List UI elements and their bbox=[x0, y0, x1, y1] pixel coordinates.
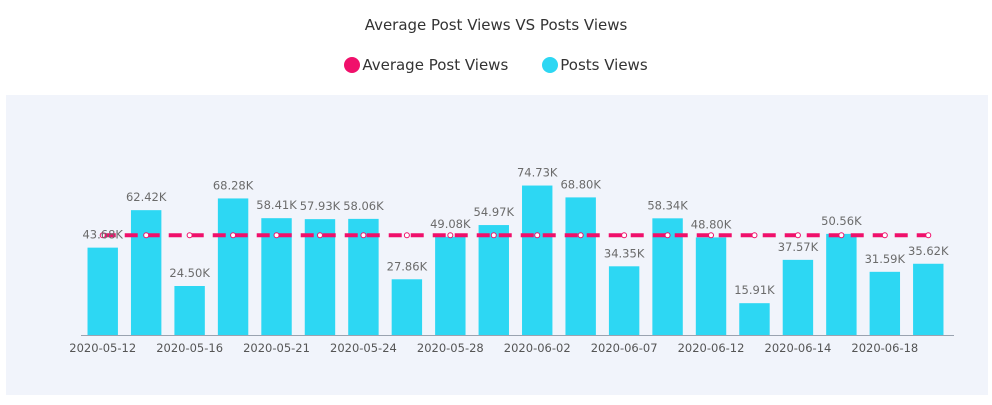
x-tick-label-1: 2020-05-12 bbox=[69, 341, 136, 355]
bar-label-5: 58.41K bbox=[256, 198, 297, 212]
bar-label-6: 57.93K bbox=[300, 199, 341, 213]
legend-item-average-post-views[interactable]: Average Post Views bbox=[344, 56, 508, 74]
average-point-13 bbox=[621, 232, 628, 239]
bar-20 bbox=[913, 263, 944, 335]
bar-10 bbox=[478, 225, 509, 335]
bar-6 bbox=[304, 219, 336, 335]
average-point-1 bbox=[99, 232, 106, 239]
bar-11 bbox=[522, 185, 553, 335]
average-point-15 bbox=[708, 232, 715, 239]
bar-label-17: 37.57K bbox=[778, 240, 819, 254]
average-point-20 bbox=[925, 232, 932, 239]
bar-label-9: 49.08K bbox=[430, 217, 471, 231]
bar-label-11: 74.73K bbox=[517, 166, 558, 180]
average-point-17 bbox=[794, 232, 801, 239]
bar-label-2: 62.42K bbox=[126, 190, 167, 204]
bar-8 bbox=[391, 279, 423, 335]
x-tick-label-10: 2020-06-18 bbox=[851, 341, 918, 355]
x-tick-label-5: 2020-05-28 bbox=[417, 341, 484, 355]
average-point-5 bbox=[273, 232, 280, 239]
average-point-2 bbox=[143, 232, 150, 239]
bar-label-15: 48.80K bbox=[691, 217, 732, 231]
average-point-16 bbox=[751, 232, 758, 239]
bar-label-8: 27.86K bbox=[387, 259, 428, 273]
bar-15 bbox=[695, 237, 727, 335]
bar-label-16: 15.91K bbox=[734, 283, 775, 297]
bar-label-7: 58.06K bbox=[343, 199, 384, 213]
bar-1 bbox=[87, 247, 118, 335]
bar-9 bbox=[435, 236, 466, 335]
chart-title: Average Post Views VS Posts Views bbox=[364, 16, 628, 34]
bar-label-19: 31.59K bbox=[865, 252, 906, 266]
x-tick-label-4: 2020-05-24 bbox=[330, 341, 397, 355]
x-tick-label-7: 2020-06-07 bbox=[591, 341, 658, 355]
average-point-9 bbox=[447, 232, 454, 239]
average-point-10 bbox=[490, 232, 497, 239]
bar-2 bbox=[130, 210, 162, 335]
x-tick-label-2: 2020-05-16 bbox=[156, 341, 223, 355]
x-tick-label-6: 2020-06-02 bbox=[504, 341, 571, 355]
bar-label-20: 35.62K bbox=[908, 244, 949, 258]
legend-label-posts-views: Posts Views bbox=[560, 56, 648, 74]
bar-label-14: 58.34K bbox=[647, 198, 688, 212]
bar-label-1: 43.68K bbox=[82, 228, 123, 242]
average-point-11 bbox=[534, 232, 541, 239]
average-point-7 bbox=[360, 232, 367, 239]
bar-4 bbox=[217, 198, 249, 335]
bar-12 bbox=[565, 197, 596, 335]
average-point-6 bbox=[316, 232, 323, 239]
x-tick-label-8: 2020-06-12 bbox=[678, 341, 745, 355]
bar-label-12: 68.80K bbox=[560, 177, 601, 191]
bar-16 bbox=[739, 303, 770, 335]
average-point-8 bbox=[403, 232, 410, 239]
average-point-3 bbox=[186, 232, 193, 239]
bar-label-3: 24.50K bbox=[169, 266, 210, 280]
x-tick-label-3: 2020-05-21 bbox=[243, 341, 310, 355]
legend-item-posts-views[interactable]: Posts Views bbox=[542, 56, 648, 74]
average-point-14 bbox=[664, 232, 671, 239]
average-point-12 bbox=[577, 232, 584, 239]
bar-label-4: 68.28K bbox=[213, 178, 254, 192]
legend-label-average-post-views: Average Post Views bbox=[362, 56, 509, 74]
legend-marker-posts-views bbox=[542, 57, 559, 73]
average-point-4 bbox=[230, 232, 237, 239]
plot-area: 43.68K 62.42K 24.50K 68.28K 58.41K 57.93K 58.0… bbox=[6, 95, 988, 395]
bar-label-10: 54.97K bbox=[474, 205, 515, 219]
average-point-19 bbox=[881, 232, 888, 239]
x-tick-label-9: 2020-06-14 bbox=[765, 341, 832, 355]
bar-label-13: 34.35K bbox=[604, 246, 645, 260]
bar-13 bbox=[608, 266, 640, 335]
bar-18 bbox=[826, 233, 857, 335]
bar-19 bbox=[869, 271, 901, 335]
bar-3 bbox=[174, 286, 205, 335]
chart-legend: Average Post Views Posts Views bbox=[0, 56, 992, 74]
legend-marker-average-post-views bbox=[344, 57, 361, 73]
bar-label-18: 50.56K bbox=[821, 214, 862, 228]
bar-17 bbox=[782, 259, 814, 335]
average-point-18 bbox=[838, 232, 845, 239]
